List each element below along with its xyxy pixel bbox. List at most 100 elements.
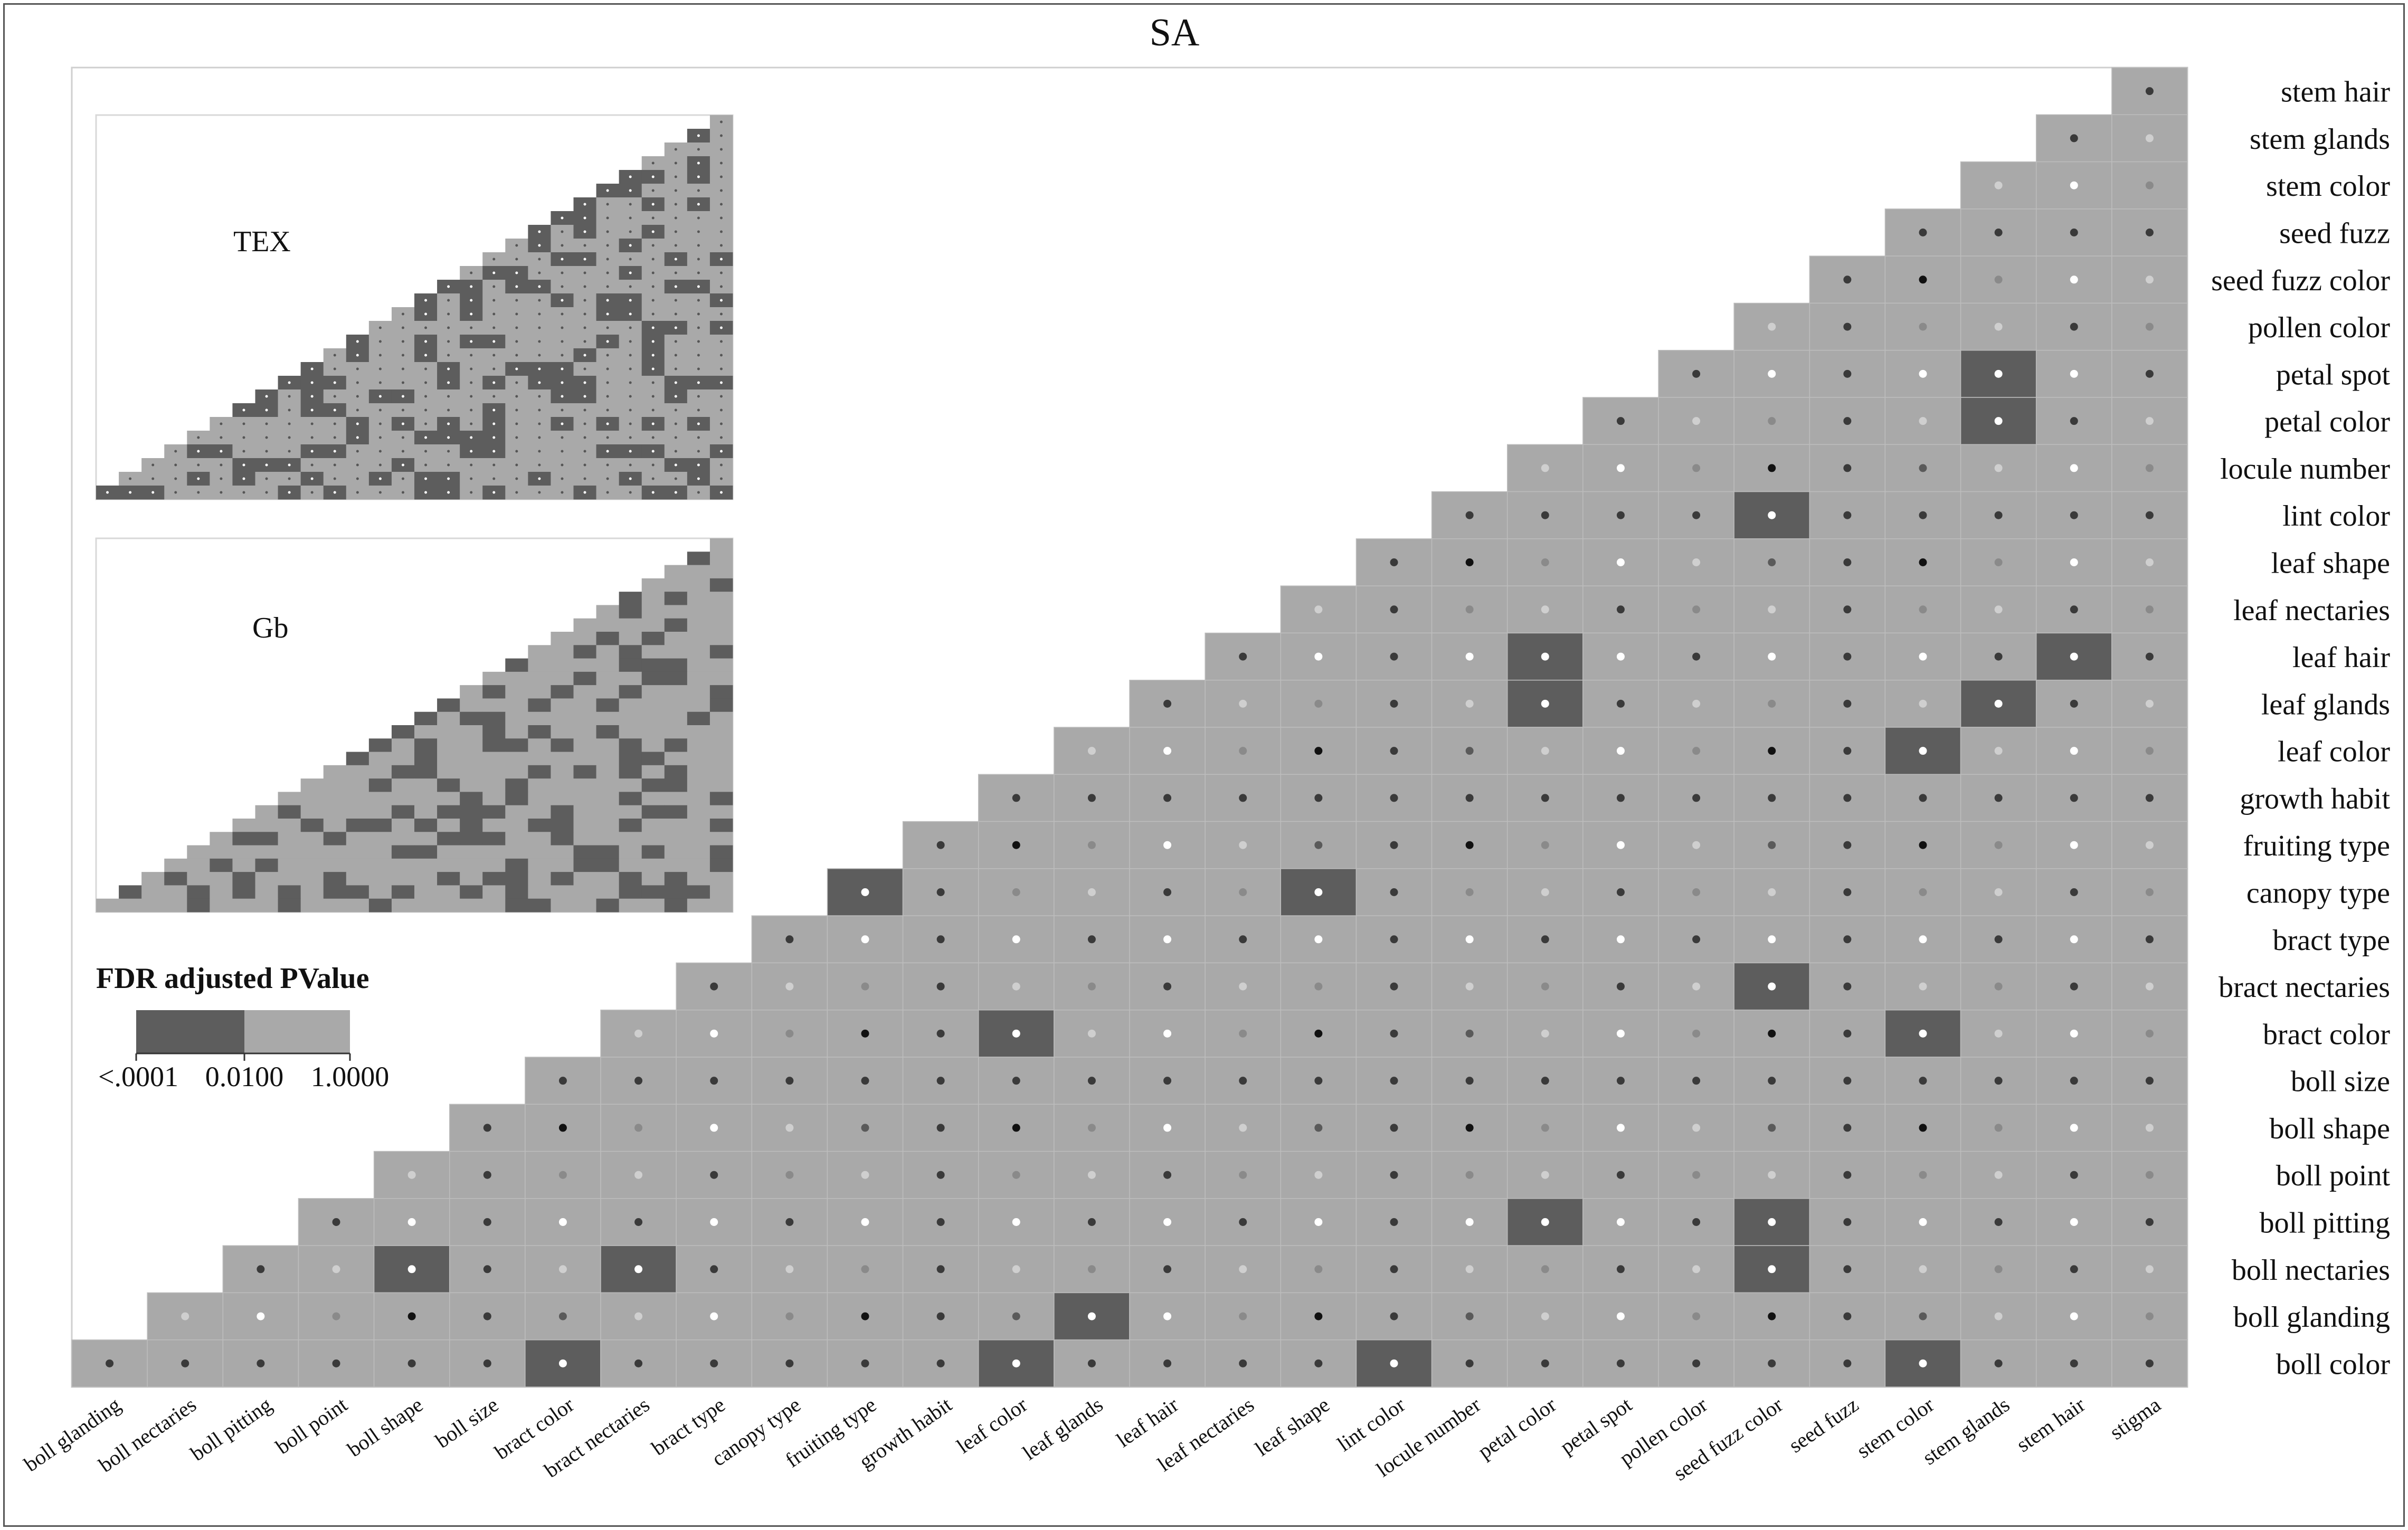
inset-cell-marker bbox=[129, 491, 132, 494]
inset-cell-marker bbox=[515, 299, 518, 302]
inset-cell-marker bbox=[515, 367, 518, 370]
inset-cell-marker bbox=[333, 381, 336, 384]
inset-cell-marker bbox=[538, 326, 541, 329]
heatmap-cell-marker bbox=[1239, 935, 1247, 944]
heatmap-cell-marker bbox=[1692, 1359, 1701, 1367]
heatmap-cell-marker bbox=[1390, 747, 1398, 755]
heatmap-cell-marker bbox=[1768, 935, 1776, 944]
inset-cell-marker bbox=[492, 436, 496, 439]
heatmap-cell-marker bbox=[785, 982, 794, 991]
inset-cell bbox=[460, 711, 483, 726]
inset-cell bbox=[368, 805, 392, 819]
column-label: seed fuzz bbox=[1784, 1393, 1863, 1458]
inset-cell bbox=[551, 725, 574, 739]
heatmap-cell-marker bbox=[1465, 888, 1474, 896]
main-heatmap bbox=[71, 67, 2188, 1388]
heatmap-cell-marker bbox=[1768, 464, 1776, 472]
heatmap-cell-marker bbox=[1163, 1218, 1172, 1226]
inset-cell-marker bbox=[629, 395, 632, 398]
inset-cell bbox=[528, 645, 551, 659]
heatmap-cell-marker bbox=[1692, 558, 1701, 566]
heatmap-cell-marker bbox=[1465, 747, 1474, 755]
inset-cell bbox=[619, 592, 642, 605]
inset-cell-marker bbox=[401, 381, 404, 384]
inset-cell bbox=[255, 885, 279, 899]
inset-cell bbox=[414, 765, 438, 779]
inset-cell bbox=[210, 858, 233, 872]
inset-cell-marker bbox=[174, 491, 177, 494]
inset-cell-marker bbox=[333, 367, 336, 370]
inset-cell-marker bbox=[447, 463, 450, 467]
inset-cell-marker bbox=[310, 463, 314, 467]
inset-cell-marker bbox=[447, 381, 450, 384]
inset-cell-marker bbox=[538, 477, 541, 480]
row-label: boll glanding bbox=[2233, 1301, 2390, 1334]
inset-cell-marker bbox=[697, 216, 700, 220]
inset-cell bbox=[482, 872, 506, 886]
heatmap-cell-marker bbox=[785, 1312, 794, 1320]
heatmap-cell-marker bbox=[1994, 699, 2003, 708]
inset-cell-marker bbox=[378, 450, 382, 453]
inset-cell bbox=[437, 805, 460, 819]
inset-cell bbox=[573, 658, 597, 672]
heatmap-cell-marker bbox=[634, 1029, 643, 1038]
inset-cell bbox=[573, 711, 597, 726]
inset-cell bbox=[641, 698, 665, 712]
inset-cell-marker bbox=[719, 230, 723, 233]
inset-cell bbox=[505, 898, 528, 913]
heatmap-cell-marker bbox=[1843, 1077, 1852, 1085]
inset-cell bbox=[528, 885, 551, 899]
inset-cell bbox=[482, 778, 506, 792]
heatmap-cell-marker bbox=[2070, 275, 2078, 284]
inset-cell-marker bbox=[538, 491, 541, 494]
heatmap-cell-marker bbox=[1994, 511, 2003, 519]
inset-cell bbox=[323, 898, 347, 913]
heatmap-cell-marker bbox=[1314, 605, 1323, 614]
inset-cell-marker bbox=[719, 326, 723, 329]
heatmap-cell-marker bbox=[1994, 1029, 2003, 1038]
inset-cell-marker bbox=[651, 381, 655, 384]
heatmap-cell-marker bbox=[1239, 652, 1247, 661]
inset-cell bbox=[255, 832, 279, 846]
inset-cell bbox=[505, 658, 528, 672]
inset-cell-marker bbox=[583, 354, 586, 357]
inset-cell bbox=[460, 685, 483, 699]
inset-cell-marker bbox=[697, 408, 700, 412]
inset-cell-marker bbox=[401, 354, 404, 357]
inset-cell-marker bbox=[470, 340, 473, 343]
inset-cell-marker bbox=[310, 395, 314, 398]
inset-cell bbox=[528, 872, 551, 886]
inset-cell bbox=[368, 872, 392, 886]
row-label: canopy type bbox=[2246, 877, 2390, 910]
inset-cell bbox=[505, 725, 528, 739]
inset-cell bbox=[641, 792, 665, 806]
heatmap-cell-marker bbox=[1465, 1218, 1474, 1226]
inset-cell-marker bbox=[220, 463, 223, 467]
inset-cell bbox=[596, 671, 620, 686]
inset-cell-marker bbox=[424, 491, 428, 494]
inset-cell bbox=[460, 898, 483, 913]
heatmap-cell-marker bbox=[1239, 699, 1247, 708]
inset-cell-marker bbox=[651, 491, 655, 494]
inset-cell-marker bbox=[310, 367, 314, 370]
inset-cell-marker bbox=[697, 285, 700, 288]
legend-tick-label: <.0001 bbox=[98, 1061, 178, 1092]
inset-cell bbox=[664, 872, 688, 886]
heatmap-cell-marker bbox=[1012, 841, 1020, 849]
inset-cell bbox=[300, 845, 324, 859]
heatmap-cell-marker bbox=[1012, 982, 1020, 991]
inset-cell-marker bbox=[651, 450, 655, 453]
heatmap-cell-marker bbox=[710, 1218, 718, 1226]
heatmap-cell-marker bbox=[1919, 841, 1927, 849]
inset-cell bbox=[664, 592, 688, 605]
heatmap-cell-marker bbox=[1616, 511, 1625, 519]
heatmap-cell-marker bbox=[1843, 841, 1852, 849]
inset-cell-marker bbox=[492, 491, 496, 494]
inset-cell-marker bbox=[561, 230, 564, 233]
heatmap-cell-marker bbox=[1843, 794, 1852, 802]
inset-cell bbox=[460, 765, 483, 779]
inset-cell-marker bbox=[629, 299, 632, 302]
heatmap-cell-marker bbox=[2070, 1029, 2078, 1038]
inset-cell-marker bbox=[401, 408, 404, 412]
heatmap-cell-marker bbox=[1692, 652, 1701, 661]
